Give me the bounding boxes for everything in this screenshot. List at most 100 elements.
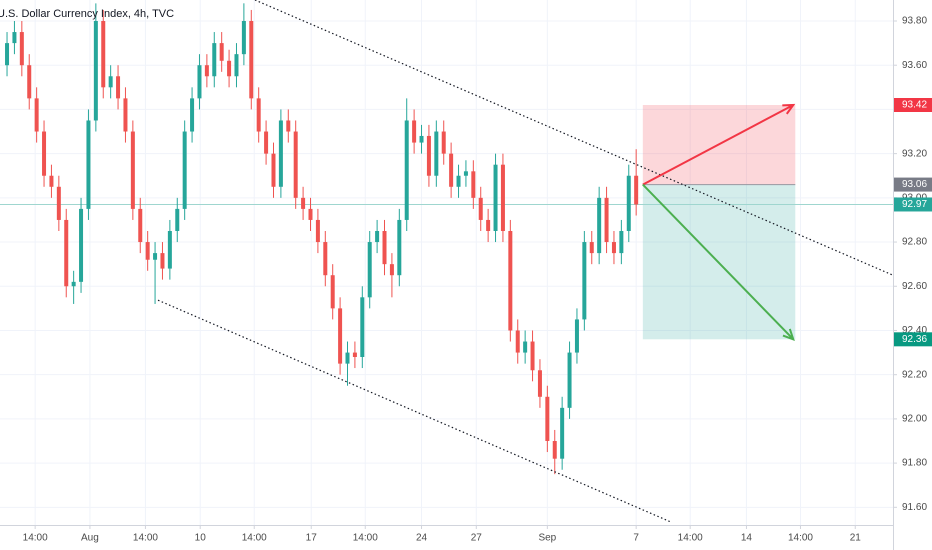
candle-body — [278, 120, 283, 187]
candle-body — [315, 219, 320, 243]
candle-body — [352, 352, 357, 357]
y-tick-label: 91.60 — [902, 502, 927, 513]
candle-body — [271, 153, 276, 187]
candle-body — [49, 175, 54, 187]
x-tick-label: 24 — [416, 533, 428, 544]
candle-body — [330, 275, 335, 309]
y-axis-bg — [893, 0, 932, 550]
candle-body — [626, 175, 631, 231]
candle-body — [634, 175, 639, 205]
x-tick-label: 14:00 — [133, 533, 158, 544]
candle-body — [523, 341, 528, 353]
candle-body — [441, 131, 446, 154]
candle-body — [27, 65, 32, 99]
candle-body — [611, 242, 616, 254]
candle-body — [197, 65, 202, 99]
candle-body — [389, 264, 394, 276]
candle-body — [19, 32, 24, 66]
price-label: 93.42 — [902, 100, 927, 111]
candle-body — [175, 208, 180, 231]
candle-body — [589, 242, 594, 254]
candle-body — [249, 21, 254, 99]
candle-body — [182, 131, 187, 209]
candle-body — [434, 131, 439, 176]
candle-body — [264, 131, 269, 154]
candle-body — [130, 131, 135, 209]
candle-body — [86, 120, 91, 209]
candle-body — [293, 131, 298, 198]
candle-body — [619, 231, 624, 254]
x-tick-label: 14:00 — [353, 533, 378, 544]
candle-body — [167, 231, 172, 269]
candle-body — [500, 164, 505, 231]
x-tick-label: Aug — [81, 533, 99, 544]
candle-body — [463, 171, 468, 176]
candle-body — [153, 253, 158, 260]
candle-body — [567, 352, 572, 408]
y-tick-label: 92.80 — [902, 237, 927, 248]
y-tick-label: 92.40 — [902, 325, 927, 336]
candle-body — [116, 76, 121, 99]
chart-title: U.S. Dollar Currency Index, 4h, TVC — [0, 8, 174, 20]
candle-body — [79, 208, 84, 282]
x-axis-bg — [0, 525, 932, 550]
candle-body — [382, 231, 387, 265]
candle-body — [227, 60, 232, 77]
candle-body — [56, 186, 61, 220]
candle-body — [545, 396, 550, 441]
candle-body — [5, 43, 10, 66]
candle-body — [212, 43, 217, 77]
candle-body — [515, 330, 520, 353]
x-tick-label: 14:00 — [678, 533, 703, 544]
candle-body — [71, 281, 76, 287]
candle-body — [449, 153, 454, 187]
x-tick-label: 17 — [306, 533, 318, 544]
y-tick-label: 91.80 — [902, 458, 927, 469]
candle-body — [301, 197, 306, 209]
x-tick-label: 14:00 — [242, 533, 267, 544]
candle-body — [190, 98, 195, 132]
candle-body — [308, 208, 313, 220]
price-label-bg — [894, 98, 932, 112]
candle-body — [604, 197, 609, 243]
price-label-bg — [894, 177, 932, 192]
candle-body — [375, 231, 380, 243]
candle-body — [419, 135, 424, 143]
candle-body — [552, 441, 557, 459]
candle-body — [160, 253, 165, 269]
candle-body — [93, 21, 98, 121]
candle-body — [367, 242, 372, 298]
candle-body — [486, 219, 491, 231]
candle-body — [338, 308, 343, 364]
candle-body — [345, 352, 350, 364]
price-label: 93.06 — [902, 179, 927, 190]
candle-body — [219, 43, 224, 61]
candle-body — [537, 370, 542, 397]
candle-body — [397, 219, 402, 276]
price-label-bg — [894, 332, 932, 347]
candle-body — [123, 98, 128, 132]
x-tick-label: 27 — [471, 533, 483, 544]
candle-body — [508, 231, 513, 331]
candle-body — [42, 131, 47, 176]
candle-body — [493, 164, 498, 231]
candle-body — [34, 98, 39, 132]
y-tick-label: 93.20 — [902, 148, 927, 159]
y-tick-label: 92.00 — [902, 414, 927, 425]
candle-body — [286, 120, 291, 132]
candle-body — [241, 21, 246, 55]
y-tick-label: 93.80 — [902, 16, 927, 27]
candle-body — [426, 135, 431, 176]
candle-body — [574, 319, 579, 353]
candle-body — [64, 219, 69, 287]
candle-body — [256, 98, 261, 132]
target-arrow — [642, 103, 796, 186]
candle-body — [145, 242, 150, 260]
candle-body — [360, 297, 365, 357]
candle-body — [101, 21, 106, 88]
x-tick-label: 14 — [741, 533, 753, 544]
y-tick-label: 92.20 — [902, 369, 927, 380]
price-label-bg — [894, 197, 932, 212]
